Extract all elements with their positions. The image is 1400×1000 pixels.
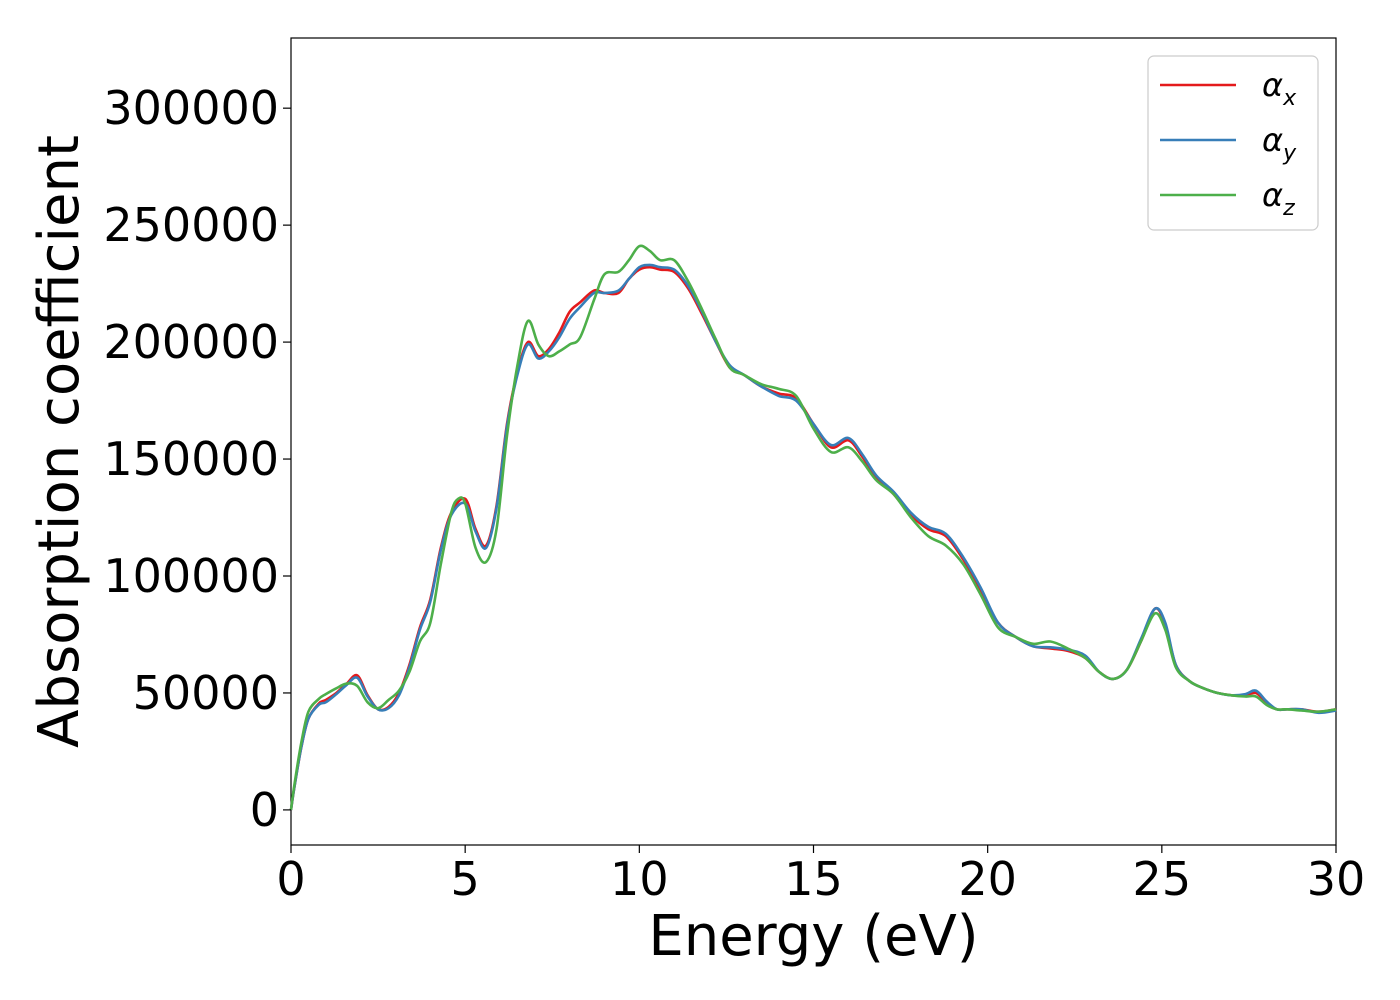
legend-label-base: α xyxy=(1262,66,1283,104)
x-tick-label: 10 xyxy=(610,852,669,906)
legend-label-subscript: z xyxy=(1282,196,1295,221)
series-line-x xyxy=(289,265,1337,811)
legend-box xyxy=(1147,55,1319,231)
legend-label-base: α xyxy=(1262,121,1283,159)
y-tick-label: 50000 xyxy=(133,666,279,720)
y-tick-label: 150000 xyxy=(103,432,279,486)
legend-label-subscript: x xyxy=(1282,86,1297,111)
legend-label-x: αx xyxy=(1262,66,1297,111)
y-axis-label: Absorption coefficient xyxy=(27,135,92,748)
x-tick-label: 0 xyxy=(276,852,305,906)
legend-label-base: α xyxy=(1262,176,1283,214)
series-line-y xyxy=(289,263,1337,811)
series-line-z xyxy=(289,244,1337,811)
legend-label-y: αy xyxy=(1262,121,1297,166)
x-tick-label: 20 xyxy=(958,852,1017,906)
x-tick-label: 15 xyxy=(784,852,843,906)
x-axis-label: Energy (eV) xyxy=(648,904,978,969)
series-layer xyxy=(289,244,1337,811)
y-tick-label: 200000 xyxy=(103,315,279,369)
y-axis-ticks: 0 50000 100000 150000 200000 250000 300000 xyxy=(103,81,291,837)
x-tick-label: 5 xyxy=(451,852,480,906)
y-tick-label: 300000 xyxy=(103,81,279,135)
x-tick-label: 25 xyxy=(1133,852,1192,906)
legend-label-subscript: y xyxy=(1282,141,1297,166)
x-axis-ticks: 0 5 10 15 20 25 30 xyxy=(276,845,1365,906)
x-tick-label: 30 xyxy=(1307,852,1366,906)
y-tick-label: 100000 xyxy=(103,549,279,603)
y-tick-label: 0 xyxy=(250,783,279,837)
y-tick-label: 250000 xyxy=(103,198,279,252)
legend-label-z: αz xyxy=(1262,176,1295,221)
